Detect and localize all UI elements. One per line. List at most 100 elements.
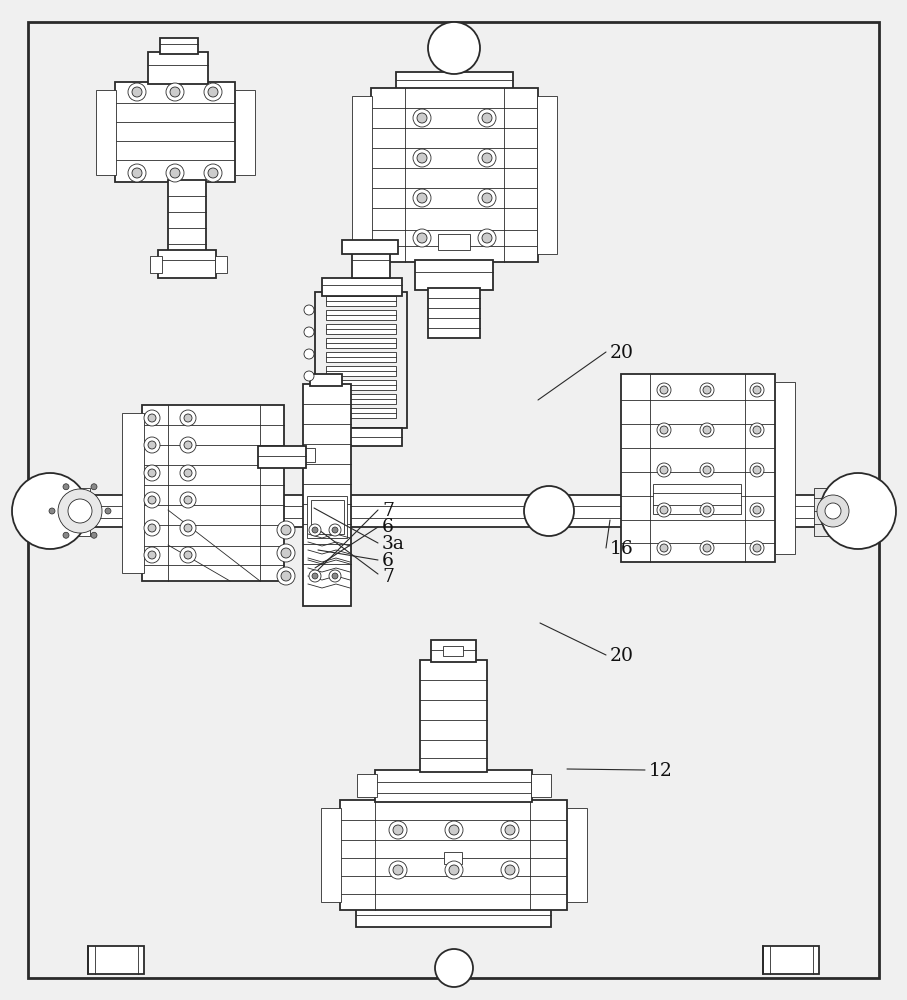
- Text: 12: 12: [649, 762, 673, 780]
- Bar: [431, 640, 476, 662]
- Text: 6: 6: [382, 552, 394, 570]
- Circle shape: [128, 164, 146, 182]
- Circle shape: [482, 153, 492, 163]
- Bar: [352, 96, 372, 254]
- Circle shape: [304, 327, 314, 337]
- Circle shape: [703, 466, 711, 474]
- Circle shape: [170, 168, 180, 178]
- Circle shape: [505, 865, 515, 875]
- Circle shape: [753, 466, 761, 474]
- Circle shape: [281, 571, 291, 581]
- Circle shape: [478, 149, 496, 167]
- Bar: [326, 324, 396, 334]
- Circle shape: [166, 164, 184, 182]
- Circle shape: [281, 525, 291, 535]
- Circle shape: [309, 524, 321, 536]
- Circle shape: [208, 168, 218, 178]
- Bar: [303, 384, 351, 606]
- Circle shape: [184, 469, 192, 477]
- Circle shape: [417, 233, 427, 243]
- Circle shape: [393, 865, 403, 875]
- Circle shape: [180, 547, 196, 563]
- Bar: [356, 907, 551, 927]
- Bar: [235, 90, 255, 175]
- Text: 6: 6: [382, 518, 394, 536]
- Circle shape: [144, 547, 160, 563]
- Circle shape: [184, 441, 192, 449]
- Circle shape: [657, 463, 671, 477]
- Bar: [537, 96, 557, 254]
- Circle shape: [435, 949, 473, 987]
- Bar: [814, 488, 849, 536]
- Circle shape: [204, 164, 222, 182]
- Circle shape: [817, 495, 849, 527]
- Bar: [115, 82, 235, 182]
- Bar: [763, 946, 819, 974]
- Circle shape: [445, 821, 463, 839]
- Circle shape: [750, 383, 764, 397]
- Bar: [396, 72, 513, 90]
- Circle shape: [208, 87, 218, 97]
- Bar: [352, 252, 390, 278]
- Circle shape: [753, 386, 761, 394]
- Circle shape: [144, 492, 160, 508]
- Circle shape: [417, 113, 427, 123]
- Circle shape: [304, 305, 314, 315]
- Circle shape: [524, 486, 574, 536]
- Circle shape: [700, 423, 714, 437]
- Circle shape: [49, 508, 55, 514]
- Circle shape: [148, 414, 156, 422]
- Circle shape: [413, 229, 431, 247]
- Circle shape: [660, 544, 668, 552]
- Circle shape: [180, 410, 196, 426]
- Bar: [88, 946, 144, 974]
- Circle shape: [277, 567, 295, 585]
- Circle shape: [501, 821, 519, 839]
- Bar: [315, 292, 407, 428]
- Text: 7: 7: [382, 502, 394, 520]
- Circle shape: [105, 508, 111, 514]
- Circle shape: [417, 193, 427, 203]
- Circle shape: [184, 496, 192, 504]
- Circle shape: [703, 426, 711, 434]
- Circle shape: [660, 386, 668, 394]
- Circle shape: [657, 423, 671, 437]
- Circle shape: [660, 506, 668, 514]
- Circle shape: [166, 83, 184, 101]
- Circle shape: [753, 506, 761, 514]
- Bar: [160, 38, 198, 54]
- Bar: [158, 250, 216, 278]
- Bar: [326, 394, 396, 404]
- Circle shape: [657, 383, 671, 397]
- Circle shape: [68, 499, 92, 523]
- Bar: [322, 428, 402, 446]
- Circle shape: [148, 469, 156, 477]
- Bar: [310, 374, 342, 386]
- Bar: [326, 380, 396, 390]
- Circle shape: [148, 496, 156, 504]
- Circle shape: [277, 521, 295, 539]
- Circle shape: [449, 825, 459, 835]
- Circle shape: [204, 83, 222, 101]
- Circle shape: [132, 168, 142, 178]
- Bar: [295, 448, 315, 462]
- Circle shape: [170, 87, 180, 97]
- Bar: [326, 310, 396, 320]
- Circle shape: [281, 548, 291, 558]
- Circle shape: [660, 466, 668, 474]
- Bar: [438, 234, 470, 250]
- Circle shape: [12, 473, 88, 549]
- Circle shape: [144, 465, 160, 481]
- Bar: [326, 296, 396, 306]
- Circle shape: [277, 544, 295, 562]
- Circle shape: [413, 189, 431, 207]
- Bar: [311, 500, 344, 534]
- Circle shape: [413, 109, 431, 127]
- Bar: [357, 774, 377, 797]
- Circle shape: [703, 386, 711, 394]
- Circle shape: [63, 532, 69, 538]
- Circle shape: [148, 551, 156, 559]
- Bar: [326, 366, 396, 376]
- Circle shape: [700, 383, 714, 397]
- Circle shape: [482, 193, 492, 203]
